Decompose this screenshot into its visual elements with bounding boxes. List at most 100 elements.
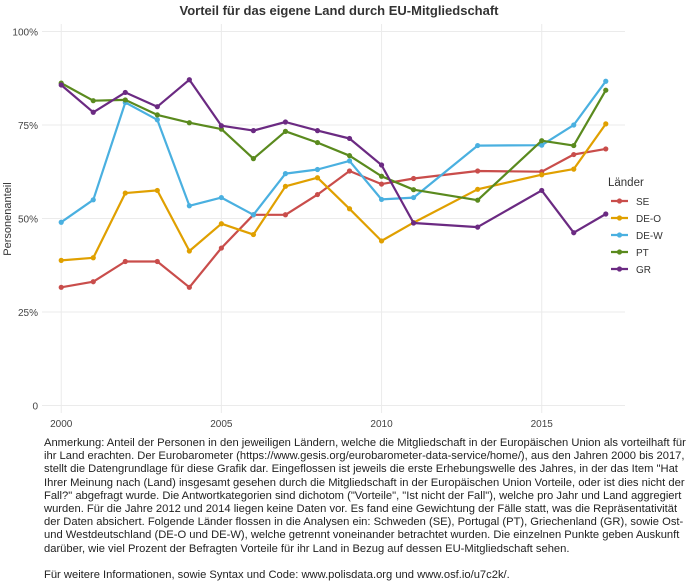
- data-point[interactable]: [250, 156, 257, 162]
- x-tick-label: 2015: [531, 419, 554, 430]
- data-point[interactable]: [571, 142, 577, 149]
- data-point[interactable]: [218, 221, 224, 227]
- data-point[interactable]: [186, 248, 192, 254]
- data-point[interactable]: [314, 139, 321, 146]
- data-point[interactable]: [250, 212, 257, 218]
- data-point[interactable]: [603, 78, 609, 84]
- data-point[interactable]: [475, 224, 481, 230]
- chart-area: Vorteil für das eigene Land durch EU-Mit…: [2, 3, 663, 430]
- data-point[interactable]: [314, 166, 321, 173]
- legend-item-se[interactable]: SE: [611, 197, 650, 208]
- data-point[interactable]: [314, 191, 321, 198]
- data-point[interactable]: [282, 171, 289, 177]
- legend-item-pt[interactable]: PT: [611, 248, 649, 259]
- data-point[interactable]: [90, 197, 96, 203]
- data-point[interactable]: [154, 187, 160, 194]
- data-point[interactable]: [58, 82, 64, 88]
- data-point[interactable]: [571, 151, 577, 158]
- data-point[interactable]: [346, 168, 353, 174]
- data-point[interactable]: [410, 187, 417, 193]
- data-point[interactable]: [186, 284, 192, 290]
- data-point[interactable]: [571, 122, 577, 128]
- data-point[interactable]: [58, 257, 64, 263]
- legend-swatch-point: [616, 215, 623, 221]
- y-tick-label: 50%: [18, 215, 38, 226]
- data-point[interactable]: [539, 187, 545, 194]
- data-point[interactable]: [90, 109, 96, 115]
- data-point[interactable]: [346, 135, 353, 142]
- data-point[interactable]: [603, 87, 609, 93]
- y-tick-label: 100%: [12, 27, 38, 38]
- legend-label: SE: [636, 197, 650, 208]
- data-point[interactable]: [58, 284, 64, 290]
- y-tick-label: 25%: [18, 308, 38, 319]
- data-point[interactable]: [122, 190, 128, 196]
- data-point[interactable]: [539, 172, 545, 178]
- data-point[interactable]: [282, 128, 289, 134]
- data-point[interactable]: [186, 203, 192, 209]
- legend-item-de-o[interactable]: DE-O: [611, 214, 661, 225]
- data-point[interactable]: [282, 119, 289, 125]
- series-gr: [58, 77, 609, 236]
- data-point[interactable]: [314, 175, 321, 181]
- data-point[interactable]: [154, 104, 160, 110]
- data-point[interactable]: [154, 258, 160, 265]
- data-point[interactable]: [475, 186, 481, 192]
- chart-title: Vorteil für das eigene Land durch EU-Mit…: [179, 3, 499, 18]
- data-point[interactable]: [378, 181, 385, 187]
- data-point[interactable]: [186, 120, 192, 126]
- x-tick-label: 2010: [370, 419, 393, 430]
- data-point[interactable]: [410, 175, 417, 182]
- data-point[interactable]: [539, 138, 545, 144]
- data-point[interactable]: [475, 142, 481, 149]
- data-point[interactable]: [603, 121, 609, 127]
- y-axis-label: Personenanteil: [2, 182, 14, 255]
- data-point[interactable]: [603, 146, 609, 152]
- data-point[interactable]: [603, 211, 609, 217]
- data-point[interactable]: [539, 142, 545, 148]
- data-point[interactable]: [378, 196, 385, 203]
- legend-swatch-point: [616, 249, 623, 255]
- legend-label: PT: [636, 248, 649, 259]
- legend-item-de-w[interactable]: DE-W: [611, 231, 663, 242]
- data-point[interactable]: [250, 128, 257, 134]
- data-point[interactable]: [90, 255, 96, 261]
- data-point[interactable]: [410, 220, 417, 226]
- data-point[interactable]: [282, 183, 289, 189]
- data-point[interactable]: [218, 123, 224, 129]
- data-point[interactable]: [378, 173, 385, 179]
- data-point[interactable]: [475, 197, 481, 203]
- data-point[interactable]: [282, 212, 289, 218]
- data-point[interactable]: [378, 162, 385, 168]
- y-axis-ticks: 0 25% 50% 75% 100%: [12, 27, 38, 412]
- legend-swatch-point: [616, 232, 623, 238]
- data-point[interactable]: [250, 231, 257, 238]
- data-point[interactable]: [346, 153, 353, 159]
- data-point[interactable]: [186, 77, 192, 83]
- y-tick-label: 0: [32, 402, 38, 413]
- legend-item-gr[interactable]: GR: [611, 265, 651, 276]
- data-point[interactable]: [378, 238, 385, 244]
- data-point[interactable]: [410, 194, 417, 201]
- data-point[interactable]: [475, 168, 481, 174]
- series-de-w: [58, 78, 609, 225]
- data-point[interactable]: [314, 128, 321, 134]
- data-point[interactable]: [346, 206, 353, 212]
- data-point[interactable]: [571, 166, 577, 172]
- data-point[interactable]: [218, 194, 224, 201]
- data-point[interactable]: [58, 219, 64, 225]
- footnote: Anmerkung: Anteil der Personen in den je…: [44, 437, 694, 582]
- data-point[interactable]: [154, 112, 160, 118]
- data-point[interactable]: [90, 98, 96, 104]
- data-point[interactable]: [571, 230, 577, 236]
- data-point[interactable]: [346, 158, 353, 164]
- data-point[interactable]: [122, 89, 128, 96]
- series-de-o: [58, 121, 609, 263]
- data-point[interactable]: [122, 97, 128, 103]
- data-point[interactable]: [154, 117, 160, 123]
- legend-swatch-point: [616, 198, 623, 204]
- data-point[interactable]: [90, 279, 96, 285]
- data-point[interactable]: [218, 245, 224, 251]
- data-point[interactable]: [122, 258, 128, 265]
- series-line: [60, 82, 607, 202]
